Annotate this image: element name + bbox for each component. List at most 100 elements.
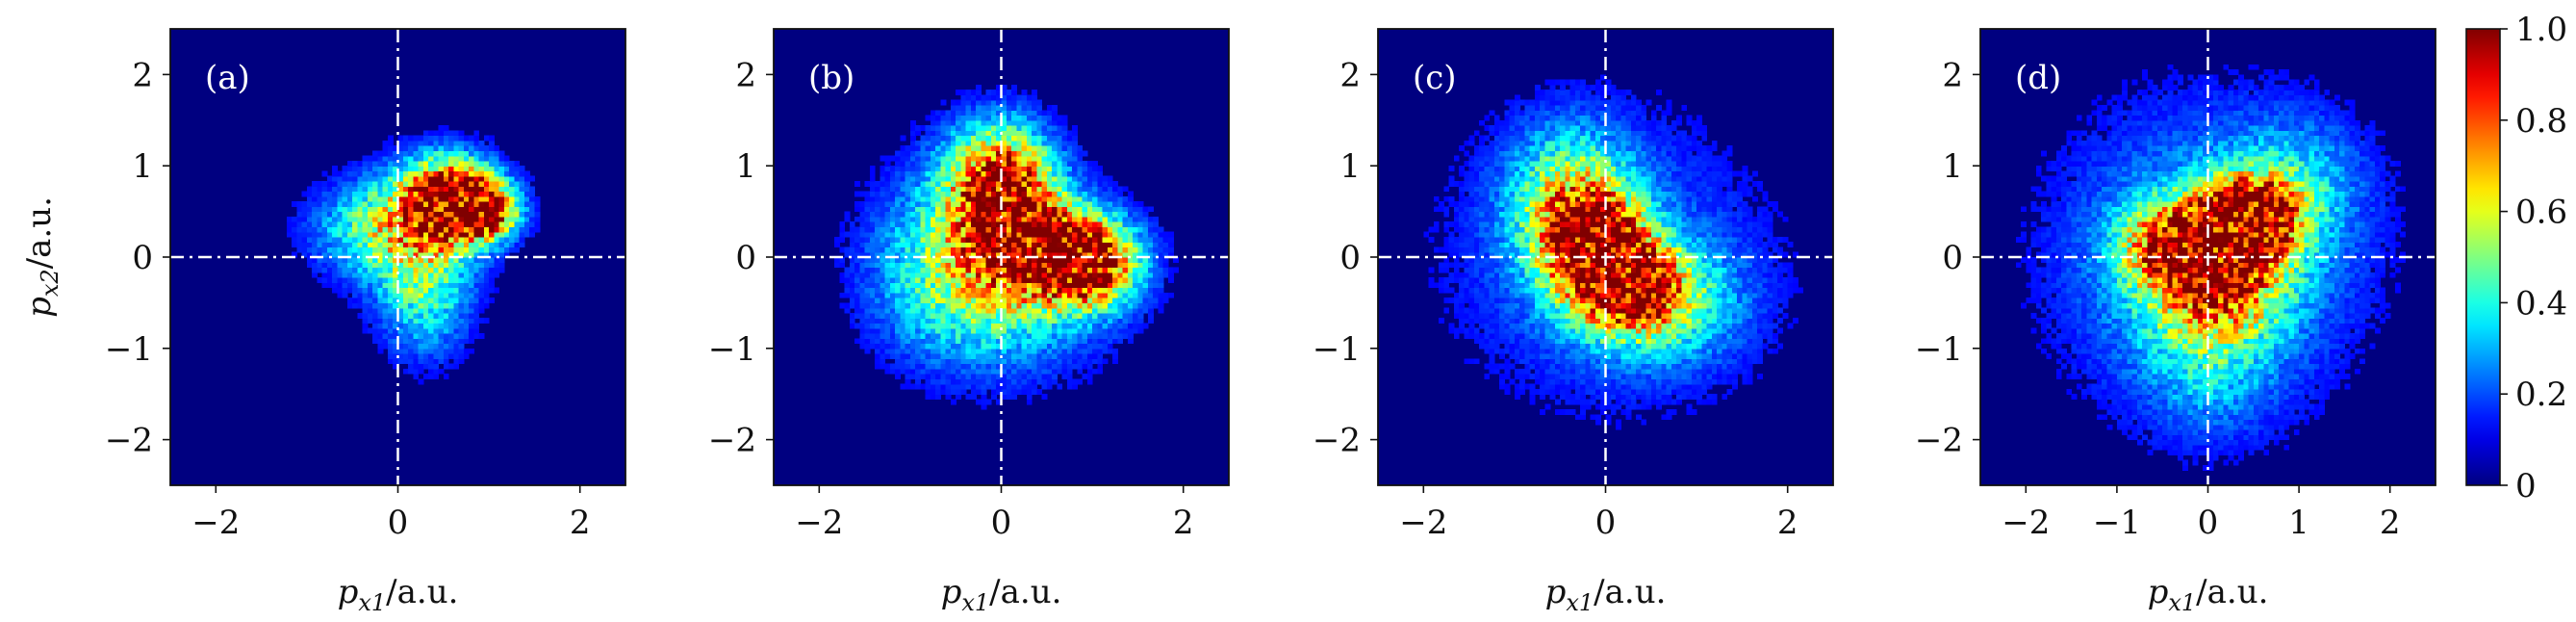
heatmap-cell [985,206,992,213]
heatmap-cell [418,272,424,278]
heatmap-cell [458,272,465,278]
heatmap-cell [1464,170,1470,177]
heatmap-cell [1041,363,1048,370]
heatmap-cell [337,181,344,187]
heatmap-cell [900,150,906,157]
heatmap-cell [960,236,967,243]
heatmap-cell [935,195,942,202]
heatmap-cell [1127,302,1134,309]
heatmap-cell [930,125,936,131]
heatmap-cell [473,211,480,218]
heatmap-cell [1032,94,1037,101]
heatmap-cell [945,195,952,202]
heatmap-cell [1026,99,1033,106]
heatmap-cell [1112,242,1118,248]
heatmap-cell [402,206,409,213]
heatmap-cell [1493,191,1500,197]
heatmap-cell [1006,323,1012,329]
heatmap-cell [1036,257,1043,263]
heatmap-cell [1102,318,1109,324]
heatmap-cell [1001,110,1007,117]
heatmap-cell [463,246,470,253]
y-axis-label: px2/a.u. [20,196,64,318]
heatmap-cell [428,135,434,142]
heatmap-cell [875,251,880,258]
heatmap-cell [428,175,434,182]
heatmap-cell [1066,267,1073,273]
heatmap-cell [362,160,369,167]
heatmap-cell [970,374,977,379]
heatmap-cell [1041,145,1048,151]
heatmap-cell [905,338,911,345]
heatmap-cell [433,292,440,298]
heatmap-cell [422,181,429,187]
heatmap-cell [945,282,952,289]
heatmap-cell [1052,333,1058,339]
heatmap-cell [1001,195,1007,202]
heatmap-cell [422,221,429,227]
heatmap-cell [387,186,394,193]
heatmap-cell [1036,191,1043,197]
heatmap-cell [1127,231,1134,238]
heatmap-cell [930,186,936,193]
heatmap-cell [920,206,927,213]
heatmap-cell [408,272,414,278]
heatmap-cell [1459,216,1465,222]
heatmap-cell [1468,282,1475,289]
heatmap-cell [1041,272,1048,278]
heatmap-cell [413,292,420,298]
heatmap-cell [925,216,931,222]
heatmap-cell [422,307,429,314]
heatmap-cell [418,287,424,294]
heatmap-cell [362,277,369,283]
heatmap-cell [869,206,876,213]
heatmap-cell [956,272,962,278]
heatmap-cell [1448,251,1455,258]
heatmap-cell [996,358,1003,365]
heatmap-cell [1137,262,1144,269]
heatmap-cell [905,201,911,207]
heatmap-cell [889,292,896,298]
heatmap-cell [900,338,906,345]
heatmap-cell [1464,292,1470,298]
heatmap-cell [1086,302,1093,309]
heatmap-cell [1052,318,1058,324]
heatmap-cell [1102,257,1109,263]
heatmap-cell [1011,272,1017,278]
heatmap-cell [408,298,414,303]
heatmap-cell [372,267,379,273]
heatmap-cell [920,298,927,303]
heatmap-cell [940,155,947,162]
heatmap-cell [970,353,977,359]
heatmap-cell [1097,333,1104,339]
heatmap-cell [1127,262,1134,269]
heatmap-cell [1016,374,1023,379]
heatmap-cell [909,181,916,187]
heatmap-cell [453,140,460,146]
heatmap-cell [990,257,997,263]
heatmap-cell [970,135,977,142]
heatmap-cell [1086,312,1093,319]
heatmap-cell [469,323,474,329]
heatmap-cell [433,175,440,182]
heatmap-cell [1459,307,1465,314]
heatmap-cell [443,262,449,269]
heatmap-cell [332,246,339,253]
heatmap-cell [849,267,855,273]
heatmap-cell [1052,170,1058,177]
heatmap-cell [1443,211,1450,218]
heatmap-cell [945,110,952,117]
heatmap-cell [1006,267,1012,273]
heatmap-cell [1453,267,1460,273]
heatmap-cell [408,353,414,359]
heatmap-cell [1489,302,1495,309]
heatmap-cell [970,231,977,238]
heatmap-cell [1041,181,1048,187]
heatmap-cell [935,236,942,243]
heatmap-cell [422,130,429,137]
heatmap-cell [956,282,962,289]
heatmap-cell [413,236,420,243]
heatmap-cell [950,186,956,193]
heatmap-cell [960,135,967,142]
heatmap-cell [1493,363,1500,370]
